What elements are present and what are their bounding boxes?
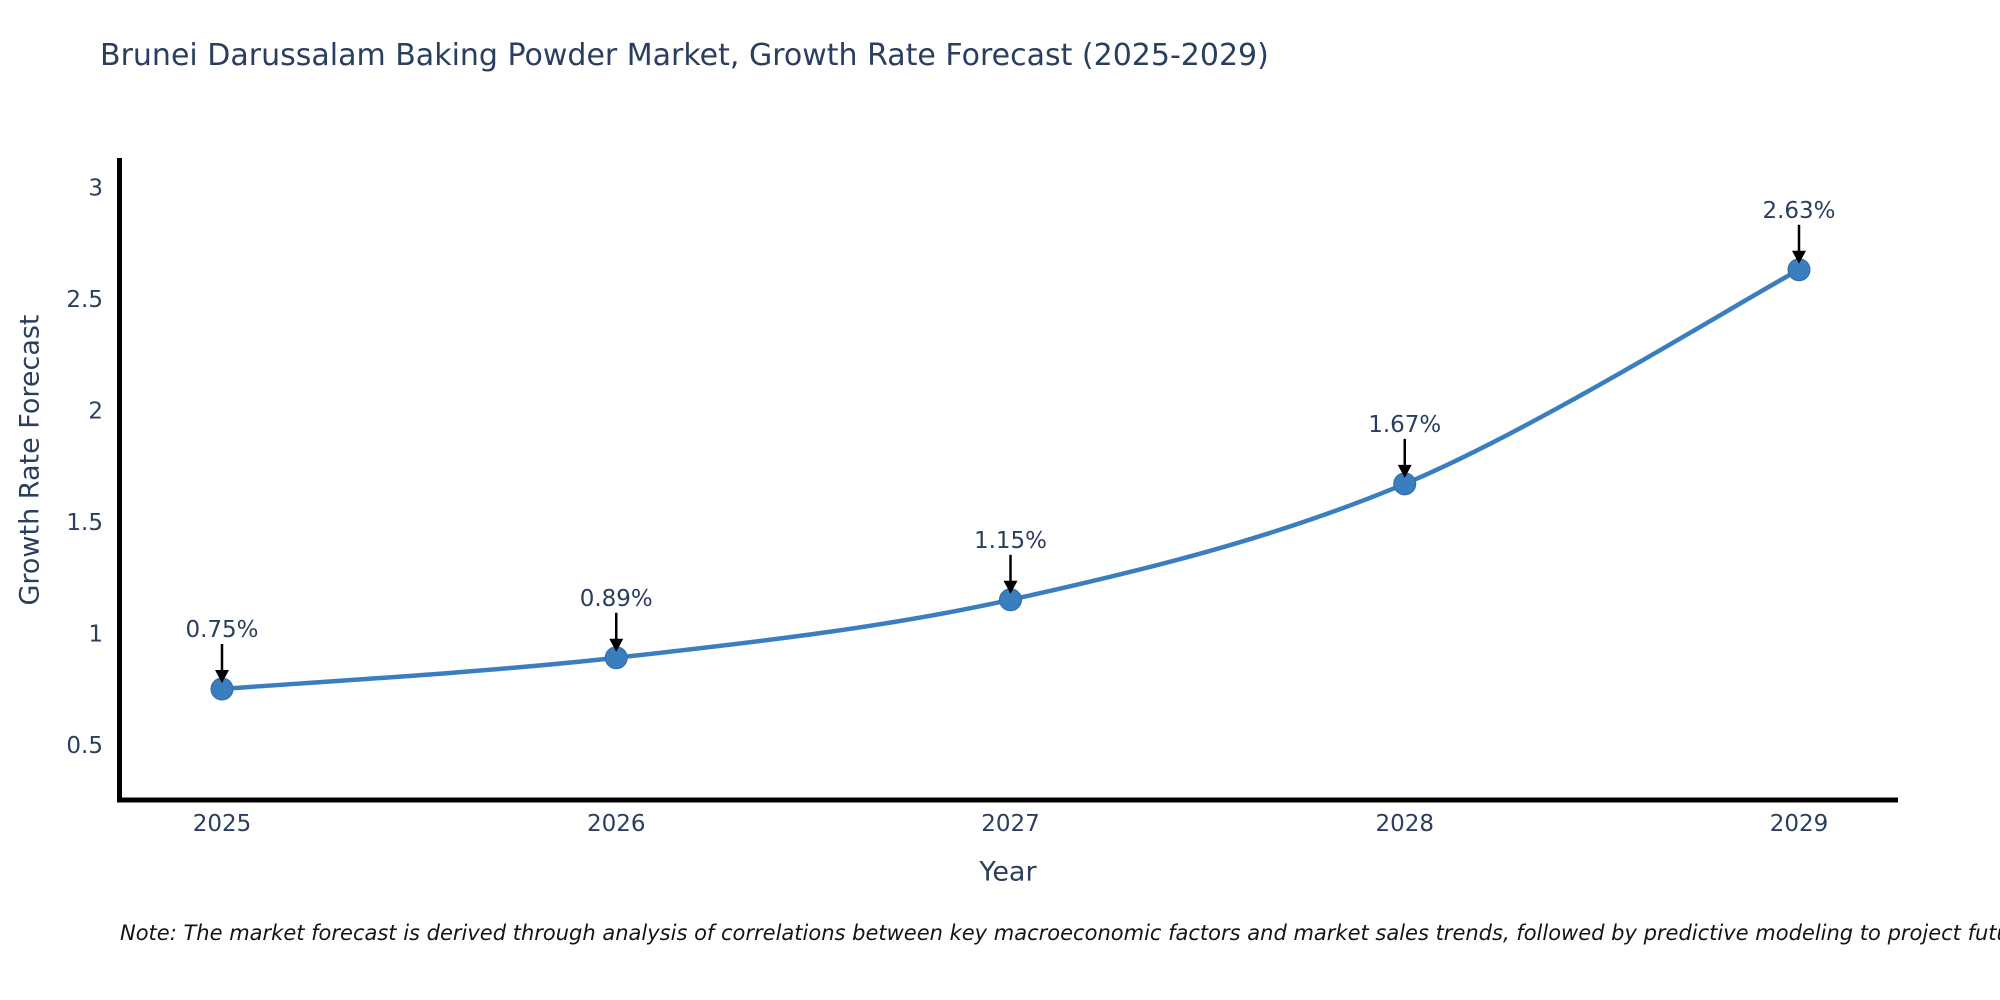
y-tick-label-3: 3: [88, 175, 103, 201]
x-tick-label-2028: 2028: [1375, 811, 1434, 837]
x-tick-label-2027: 2027: [981, 811, 1040, 837]
annotation-label-2028: 1.67%: [1368, 412, 1441, 438]
y-tick-label-0.5: 0.5: [66, 733, 103, 759]
annotation-arrowhead-2025: [215, 670, 229, 683]
annotation-arrowhead-2027: [1003, 580, 1018, 594]
trend-line: [219, 267, 1802, 692]
y-tick-label-1: 1: [88, 621, 103, 647]
annotation-arrowhead-2028: [1397, 464, 1412, 478]
annotation-label-2029: 2.63%: [1762, 198, 1835, 224]
annotation-label-2025: 0.75%: [185, 617, 258, 643]
annotation-label-2027: 1.15%: [974, 528, 1047, 554]
footnote: Note: The market forecast is derived thr…: [120, 921, 2000, 945]
annotation-label-2026: 0.89%: [580, 586, 653, 612]
y-tick-label-2: 2: [88, 398, 103, 424]
annotation-arrowhead-2026: [609, 638, 624, 652]
x-axis-title: Year: [979, 856, 1037, 888]
annotation-arrowhead-2029: [1792, 250, 1806, 264]
chart-title: Brunei Darussalam Baking Powder Market, …: [100, 38, 1269, 73]
x-tick-label-2025: 2025: [193, 811, 252, 837]
x-tick-label-2026: 2026: [587, 811, 646, 837]
y-tick-label-1.5: 1.5: [66, 510, 103, 536]
x-tick-label-2029: 2029: [1770, 811, 1829, 837]
y-tick-label-2.5: 2.5: [66, 287, 103, 313]
